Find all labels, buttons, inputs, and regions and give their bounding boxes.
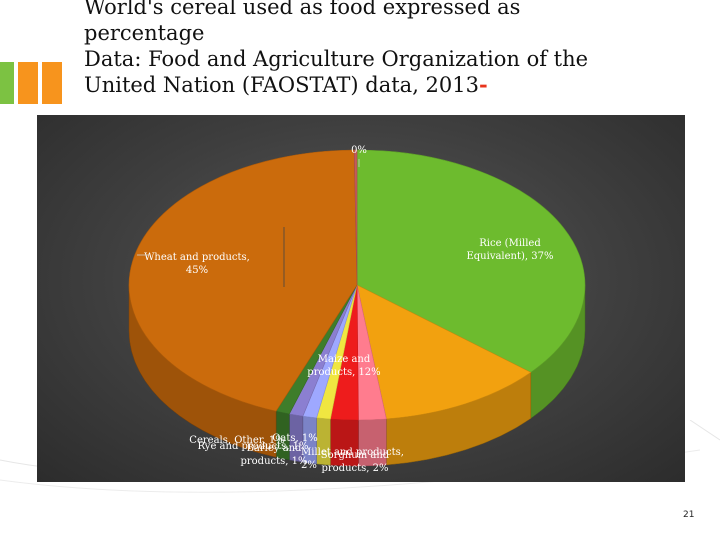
label-oats: Oats, 1% xyxy=(272,433,318,444)
label-millet: Millet and products, 2% xyxy=(301,447,404,471)
label-oats-line-0: Oats, 1% xyxy=(272,433,318,444)
label-rice-line-1: Equivalent), 37% xyxy=(466,251,553,262)
label-zero-line-0: 0% xyxy=(351,145,367,156)
title-line-4: United Nation (FAOSTAT) data, 2013- xyxy=(84,72,704,98)
label-wheat-line-1: 45% xyxy=(186,265,208,276)
title-line-1: World's cereal used as food expressed as xyxy=(84,0,521,19)
label-sorghum: Sorghum and products, 2% xyxy=(321,450,390,474)
label-sorghum-line-0: Sorghum and xyxy=(321,450,390,461)
title-dash: - xyxy=(479,72,488,97)
accent-bar-green xyxy=(0,62,14,104)
label-barley-line-1: products, 1% xyxy=(240,456,307,467)
label-maize: Maize and products, 12% xyxy=(307,354,380,378)
pie-labels: 0% Rice (Milled Equivalent), 37% Wheat and … xyxy=(144,145,553,474)
label-rye: Rye and products, 1% xyxy=(197,441,308,452)
accent-bar-orange-2 xyxy=(42,62,62,104)
pie-slice-1 xyxy=(356,284,532,420)
title-line-3: Data: Food and Agriculture Organization … xyxy=(84,47,589,71)
label-maize-line-1: products, 12% xyxy=(307,367,380,378)
label-wheat: Wheat and products, 45% xyxy=(144,252,250,276)
label-rye-line-0: Rye and products, 1% xyxy=(197,441,308,452)
accent-bars xyxy=(0,62,66,104)
pie-slice-8 xyxy=(128,149,358,412)
label-barley: Barley and products, 1% xyxy=(240,443,307,467)
label-millet-line-0: Millet and products, xyxy=(301,447,404,458)
title-line-4-text: United Nation (FAOSTAT) data, 2013 xyxy=(84,73,479,97)
page-number: 21 xyxy=(683,510,695,520)
chart-area: 0% Rice (Milled Equivalent), 37% Wheat and … xyxy=(37,115,685,482)
slide-title: World's cereal used as food expressed as… xyxy=(84,0,704,98)
pie-slice-0 xyxy=(356,149,586,373)
pie-tops xyxy=(128,149,586,421)
pie-chart: 0% Rice (Milled Equivalent), 37% Wheat and … xyxy=(128,145,586,474)
title-line-2: percentage xyxy=(84,21,205,45)
label-rice: Rice (Milled Equivalent), 37% xyxy=(466,238,553,262)
label-millet-line-1: 2% xyxy=(301,460,317,471)
pie-sides xyxy=(128,284,586,467)
label-cereals: Cereals, Other, 1% xyxy=(189,435,284,446)
label-zero: 0% xyxy=(351,145,367,156)
accent-bar-orange-1 xyxy=(18,62,38,104)
label-cereals-line-0: Cereals, Other, 1% xyxy=(189,435,284,446)
label-wheat-line-0: Wheat and products, xyxy=(144,252,250,263)
pie-slice-9 xyxy=(353,149,358,286)
label-maize-line-0: Maize and xyxy=(318,354,371,365)
label-sorghum-line-1: products, 2% xyxy=(321,463,388,474)
label-barley-line-0: Barley and xyxy=(247,443,302,454)
label-rice-line-0: Rice (Milled xyxy=(479,238,541,249)
